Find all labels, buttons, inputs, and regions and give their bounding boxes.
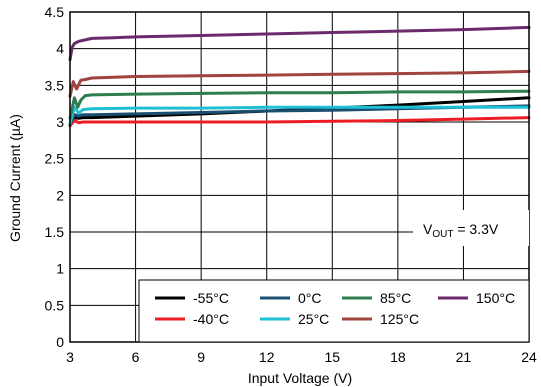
annotation-box bbox=[413, 210, 529, 246]
annotation-rest: = 3.3V bbox=[453, 221, 498, 237]
series-line-5 bbox=[68, 69, 531, 98]
x-axis-label: Input Voltage (V) bbox=[248, 370, 352, 386]
legend-label-1: -40°C bbox=[193, 311, 229, 327]
series-line-1 bbox=[68, 116, 531, 128]
legend-label-6: 150°C bbox=[476, 290, 515, 306]
y-tick-label: 2.5 bbox=[45, 151, 65, 167]
series-line-4 bbox=[68, 89, 531, 120]
y-tick-label: 3 bbox=[56, 114, 64, 130]
y-tick-label: 4 bbox=[56, 41, 64, 57]
y-tick-label: 0.5 bbox=[45, 297, 65, 313]
y-tick-label: 1 bbox=[56, 261, 64, 277]
x-tick-label: 6 bbox=[132, 349, 140, 365]
vout-annotation: VOUT = 3.3V bbox=[413, 210, 529, 246]
y-axis-label: Ground Current (µA) bbox=[7, 114, 23, 242]
x-tick-label: 24 bbox=[521, 349, 537, 365]
legend-label-3: 25°C bbox=[298, 311, 329, 327]
series-line-6 bbox=[68, 25, 531, 62]
x-tick-label: 21 bbox=[456, 349, 472, 365]
annotation-main: V bbox=[423, 221, 433, 237]
tick-labels: 3 6 9 12 15 18 21 24 0 0.5 1 1.5 2 2.5 3 3.5 4 4.5 bbox=[45, 4, 537, 365]
annotation-subscript: OUT bbox=[432, 229, 453, 240]
legend-label-2: 0°C bbox=[298, 290, 322, 306]
legend: -55°C 0°C 85°C 150°C -40°C 25°C 125°C bbox=[138, 279, 530, 343]
svg-text:VOUT = 3.3V: VOUT = 3.3V bbox=[423, 221, 499, 240]
x-tick-label: 15 bbox=[324, 349, 340, 365]
legend-label-5: 125°C bbox=[380, 311, 419, 327]
legend-box bbox=[138, 279, 530, 343]
y-tick-label: 2 bbox=[56, 187, 64, 203]
y-tick-label: 1.5 bbox=[45, 224, 65, 240]
series-line-3 bbox=[68, 105, 531, 125]
series-lines bbox=[68, 25, 531, 128]
x-tick-label: 9 bbox=[197, 349, 205, 365]
y-tick-label: 3.5 bbox=[45, 77, 65, 93]
x-tick-label: 18 bbox=[390, 349, 406, 365]
y-tick-label: 4.5 bbox=[45, 4, 65, 20]
legend-label-4: 85°C bbox=[380, 290, 411, 306]
x-tick-label: 3 bbox=[66, 349, 74, 365]
x-tick-label: 12 bbox=[259, 349, 275, 365]
series-line-0 bbox=[68, 96, 531, 128]
y-tick-label: 0 bbox=[56, 334, 64, 350]
legend-label-0: -55°C bbox=[193, 290, 229, 306]
